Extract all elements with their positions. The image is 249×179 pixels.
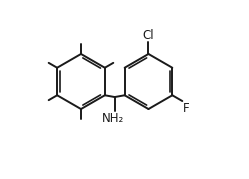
Text: NH₂: NH₂ — [102, 112, 124, 125]
Text: Cl: Cl — [143, 28, 154, 42]
Text: F: F — [183, 102, 190, 115]
